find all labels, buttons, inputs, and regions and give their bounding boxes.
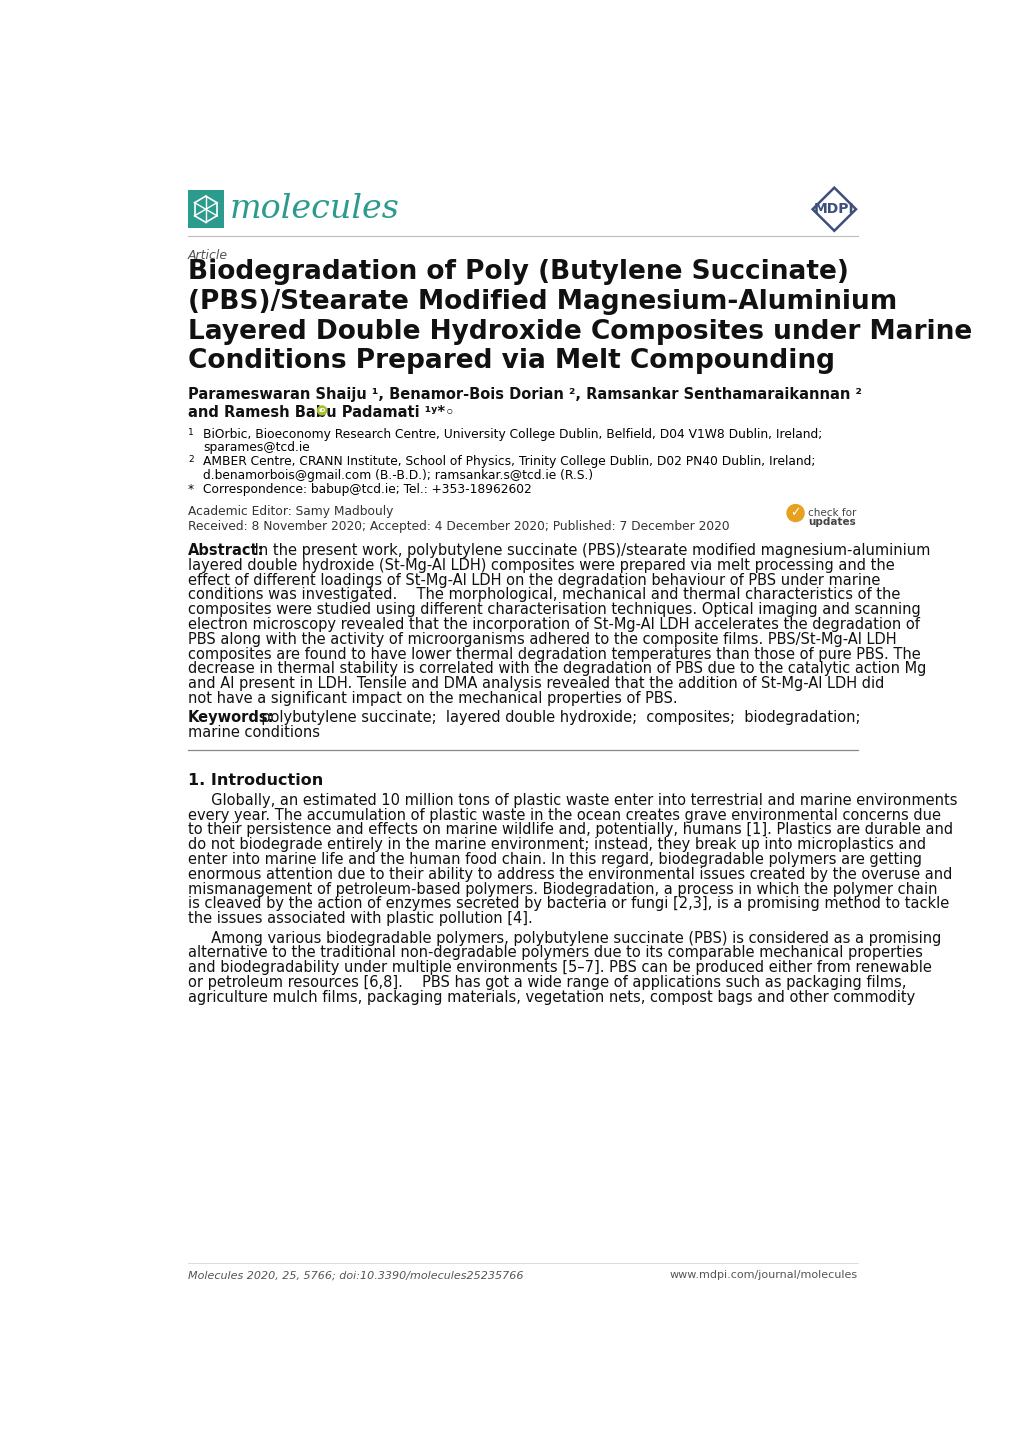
Text: Abstract:: Abstract: (187, 544, 264, 558)
Circle shape (787, 505, 803, 522)
Text: alternative to the traditional non-degradable polymers due to its comparable mec: alternative to the traditional non-degra… (187, 946, 922, 960)
Text: Received: 8 November 2020; Accepted: 4 December 2020; Published: 7 December 2020: Received: 8 November 2020; Accepted: 4 D… (187, 521, 729, 534)
Text: Molecules 2020, 25, 5766; doi:10.3390/molecules25235766: Molecules 2020, 25, 5766; doi:10.3390/mo… (187, 1270, 523, 1280)
Text: ✓: ✓ (790, 506, 800, 519)
Text: conditions was investigated.  The morphological, mechanical and thermal characte: conditions was investigated. The morphol… (187, 587, 900, 603)
Text: layered double hydroxide (St-Mg-Al LDH) composites were prepared via melt proces: layered double hydroxide (St-Mg-Al LDH) … (187, 558, 894, 572)
Text: 2: 2 (187, 456, 194, 464)
Text: mismanagement of petroleum-based polymers. Biodegradation, a process in which th: mismanagement of petroleum-based polymer… (187, 881, 936, 897)
Text: Correspondence: babup@tcd.ie; Tel.: +353-18962602: Correspondence: babup@tcd.ie; Tel.: +353… (203, 483, 532, 496)
Text: Among various biodegradable polymers, polybutylene succinate (PBS) is considered: Among various biodegradable polymers, po… (187, 930, 941, 946)
Text: 1: 1 (187, 427, 194, 437)
Text: Article: Article (187, 248, 228, 261)
Text: PBS along with the activity of microorganisms adhered to the composite films. PB: PBS along with the activity of microorga… (187, 632, 896, 647)
Text: or petroleum resources [6,8].  PBS has got a wide range of applications such as : or petroleum resources [6,8]. PBS has go… (187, 975, 906, 989)
Text: d.benamorbois@gmail.com (B.-B.D.); ramsankar.s@tcd.ie (R.S.): d.benamorbois@gmail.com (B.-B.D.); ramsa… (203, 469, 593, 482)
Text: MDPI: MDPI (813, 202, 854, 216)
Text: www.mdpi.com/journal/molecules: www.mdpi.com/journal/molecules (668, 1270, 857, 1280)
Text: and biodegradability under multiple environments [5–7]. PBS can be produced eith: and biodegradability under multiple envi… (187, 960, 931, 975)
Text: every year. The accumulation of plastic waste in the ocean creates grave environ: every year. The accumulation of plastic … (187, 808, 941, 823)
Text: decrease in thermal stability is correlated with the degradation of PBS due to t: decrease in thermal stability is correla… (187, 662, 925, 676)
Text: marine conditions: marine conditions (187, 725, 320, 740)
Text: AMBER Centre, CRANN Institute, School of Physics, Trinity College Dublin, D02 PN: AMBER Centre, CRANN Institute, School of… (203, 456, 815, 469)
Text: and Al present in LDH. Tensile and DMA analysis revealed that the addition of St: and Al present in LDH. Tensile and DMA a… (187, 676, 883, 691)
Text: polybutylene succinate;  layered double hydroxide;  composites;  biodegradation;: polybutylene succinate; layered double h… (252, 711, 859, 725)
Text: Conditions Prepared via Melt Compounding: Conditions Prepared via Melt Compounding (187, 348, 835, 375)
Text: In the present work, polybutylene succinate (PBS)/stearate modified magnesium-al: In the present work, polybutylene succin… (250, 544, 929, 558)
Text: *: * (187, 483, 194, 496)
Text: molecules: molecules (229, 193, 399, 225)
Text: Keywords:: Keywords: (187, 711, 274, 725)
Text: (PBS)/Stearate Modified Magnesium-Aluminium: (PBS)/Stearate Modified Magnesium-Alumin… (187, 288, 897, 314)
Text: agriculture mulch films, packaging materials, vegetation nets, compost bags and : agriculture mulch films, packaging mater… (187, 989, 914, 1005)
Text: enormous attention due to their ability to address the environmental issues crea: enormous attention due to their ability … (187, 867, 952, 883)
Text: sparames@tcd.ie: sparames@tcd.ie (203, 441, 310, 454)
Text: check for: check for (807, 508, 856, 518)
Circle shape (317, 407, 326, 415)
Text: Layered Double Hydroxide Composites under Marine: Layered Double Hydroxide Composites unde… (187, 319, 971, 345)
Text: composites are found to have lower thermal degradation temperatures than those o: composites are found to have lower therm… (187, 646, 920, 662)
Text: and Ramesh Babu Padamati ¹ʸ*◦: and Ramesh Babu Padamati ¹ʸ*◦ (187, 405, 454, 420)
Text: Globally, an estimated 10 million tons of plastic waste enter into terrestrial a: Globally, an estimated 10 million tons o… (187, 793, 957, 808)
Text: Parameswaran Shaiju ¹, Benamor-Bois Dorian ², Ramsankar Senthamaraikannan ²: Parameswaran Shaiju ¹, Benamor-Bois Dori… (187, 386, 861, 402)
Text: updates: updates (807, 516, 855, 526)
Text: enter into marine life and the human food chain. In this regard, biodegradable p: enter into marine life and the human foo… (187, 852, 921, 867)
FancyBboxPatch shape (187, 190, 223, 228)
Text: do not biodegrade entirely in the marine environment; instead, they break up int: do not biodegrade entirely in the marine… (187, 838, 925, 852)
Text: BiOrbic, Bioeconomy Research Centre, University College Dublin, Belfield, D04 V1: BiOrbic, Bioeconomy Research Centre, Uni… (203, 427, 822, 440)
Text: 1. Introduction: 1. Introduction (187, 773, 323, 787)
Text: iD: iD (318, 408, 325, 412)
Text: to their persistence and effects on marine wildlife and, potentially, humans [1]: to their persistence and effects on mari… (187, 822, 952, 838)
Text: composites were studied using different characterisation techniques. Optical ima: composites were studied using different … (187, 603, 920, 617)
Text: not have a significant impact on the mechanical properties of PBS.: not have a significant impact on the mec… (187, 691, 677, 707)
Text: electron microscopy revealed that the incorporation of St-Mg-Al LDH accelerates : electron microscopy revealed that the in… (187, 617, 919, 632)
Text: the issues associated with plastic pollution [4].: the issues associated with plastic pollu… (187, 911, 532, 926)
Text: Biodegradation of Poly (Butylene Succinate): Biodegradation of Poly (Butylene Succina… (187, 260, 848, 286)
Text: Academic Editor: Samy Madbouly: Academic Editor: Samy Madbouly (187, 505, 393, 518)
Text: effect of different loadings of St-Mg-Al LDH on the degradation behaviour of PBS: effect of different loadings of St-Mg-Al… (187, 572, 879, 588)
Text: is cleaved by the action of enzymes secreted by bacteria or fungi [2,3], is a pr: is cleaved by the action of enzymes secr… (187, 897, 949, 911)
